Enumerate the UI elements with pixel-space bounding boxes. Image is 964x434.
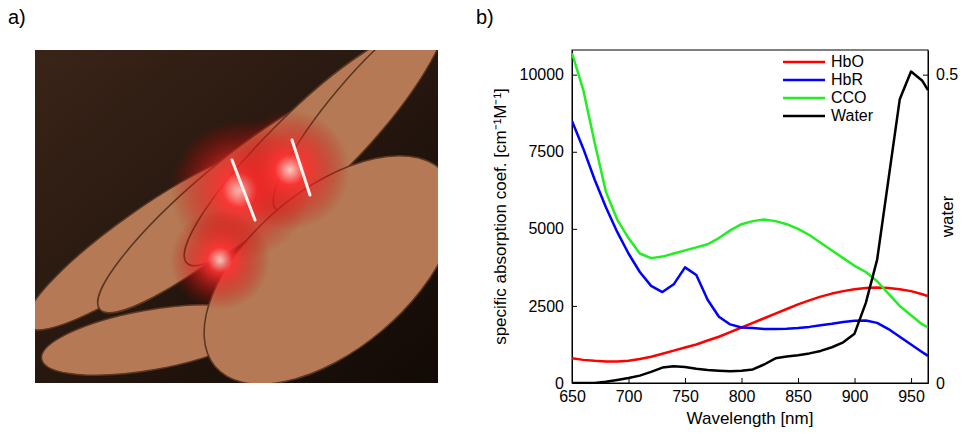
tick-label: 0.5 [936, 66, 958, 83]
y2-axis-title: water [938, 195, 957, 238]
tick-label: 800 [729, 388, 756, 405]
tick-label: 900 [842, 388, 869, 405]
tick: 7500 [528, 143, 577, 160]
tick-label: 950 [898, 388, 925, 405]
legend-label: HbO [831, 53, 864, 70]
panel-label: a) [8, 6, 26, 28]
axis-xticks: 650700750800850900950 [559, 378, 928, 405]
photo-glow [230, 110, 350, 230]
plot-area [572, 53, 928, 383]
tick-mark [923, 383, 928, 384]
axis-line [573, 383, 929, 384]
legend-swatch [783, 79, 825, 82]
tick: 0.5 [923, 66, 958, 83]
tick-mark [572, 75, 577, 76]
tick-mark [923, 75, 928, 76]
panel-label: b) [476, 6, 494, 28]
tick: 900 [842, 378, 869, 405]
tick-mark [911, 378, 912, 383]
photo-highlight [232, 160, 255, 220]
tick-mark [685, 378, 686, 383]
tick-mark [572, 383, 577, 384]
axis-line [572, 51, 573, 384]
tick-label: 0 [936, 375, 945, 392]
tick-label: 750 [672, 388, 699, 405]
tick: 850 [785, 378, 812, 405]
tick: 0 [555, 375, 577, 392]
axis-yticks: 0 2500 5000 7500 10000 [520, 51, 578, 392]
tick-label: 2500 [528, 298, 564, 315]
tick-label: 10000 [520, 66, 565, 83]
tick-mark [572, 152, 577, 153]
photo-highlight [292, 140, 310, 195]
tick: 750 [672, 378, 699, 405]
x-axis-title: Wavelength [nm] [687, 409, 814, 428]
line-series [572, 53, 928, 327]
tick: 10000 [520, 66, 578, 83]
legend: HbOHbRCCOWater [783, 53, 874, 124]
legend-swatch [783, 61, 825, 64]
tick-mark [572, 229, 577, 230]
y-axis-title: specific absorption coef. [cm⁻¹M⁻¹] [491, 88, 510, 345]
tick-label: 7500 [528, 143, 564, 160]
legend-swatch [783, 115, 825, 118]
legend-swatch [783, 97, 825, 100]
tick: 800 [729, 378, 756, 405]
line-series [572, 287, 928, 361]
tick: 0 [923, 375, 945, 392]
tick-label: 850 [785, 388, 812, 405]
tick-mark [798, 378, 799, 383]
tick-mark [855, 378, 856, 383]
photo-glow [170, 210, 270, 310]
tick: 5000 [528, 220, 577, 237]
tick: 950 [898, 378, 925, 405]
tick-mark [572, 306, 577, 307]
tick: 2500 [528, 298, 577, 315]
tick-label: 5000 [528, 220, 564, 237]
tick-label: 700 [616, 388, 643, 405]
photo-panel: a) [8, 0, 496, 428]
axis-line [928, 51, 929, 384]
tick: 700 [616, 378, 643, 405]
tick-mark [742, 378, 743, 383]
line-series [572, 72, 928, 383]
axis-y2ticks: 00.5 [923, 51, 958, 392]
tick-label: 0 [555, 375, 564, 392]
line-series [572, 121, 928, 356]
legend-label: Water [831, 107, 874, 124]
plot-frame [572, 50, 928, 383]
figure: a)b)650700750800850900950025005000750010… [0, 0, 964, 434]
legend-label: HbR [831, 71, 863, 88]
legend-label: CCO [831, 89, 867, 106]
